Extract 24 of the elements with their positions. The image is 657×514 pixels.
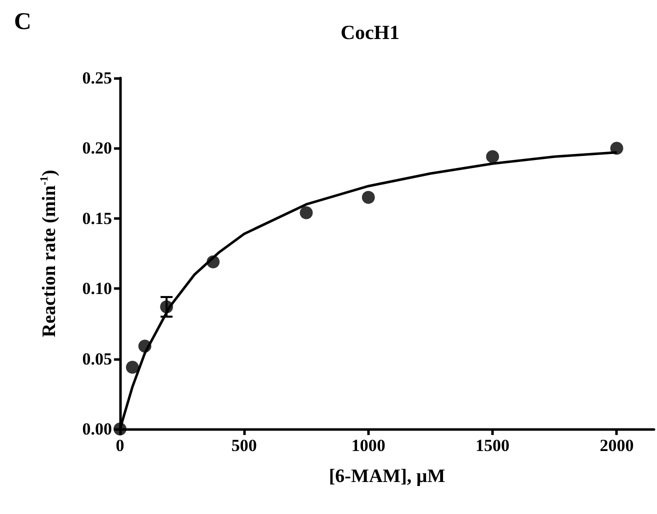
point — [160, 300, 174, 314]
text: C — [14, 9, 32, 35]
x-tick-label: 2000 — [600, 436, 634, 455]
chart-title: CocH1 — [340, 22, 400, 44]
y-axis-title: Reaction rate (min-1) — [38, 170, 60, 338]
x-axis-title: [6-MAM], μM — [328, 466, 446, 487]
point — [206, 255, 220, 268]
x-tick-label: 1500 — [476, 436, 510, 455]
point — [138, 340, 152, 353]
point — [300, 206, 313, 220]
y-tick-label: 0.20 — [82, 138, 112, 158]
point — [610, 142, 624, 155]
point — [486, 150, 500, 164]
y-tick-label: 0.05 — [82, 349, 112, 368]
y-tick-label: 0.00 — [82, 420, 112, 438]
point — [126, 360, 139, 374]
point — [362, 190, 375, 204]
x-tick-label: 0 — [116, 436, 124, 455]
x-tick-label: 500 — [231, 436, 257, 455]
y-tick-label: 0.25 — [82, 68, 112, 88]
x-tick-label: 1000 — [351, 436, 386, 455]
y-tick-label: 0.10 — [82, 279, 112, 298]
y-tick-label: 0.15 — [82, 208, 112, 228]
point — [114, 422, 126, 436]
